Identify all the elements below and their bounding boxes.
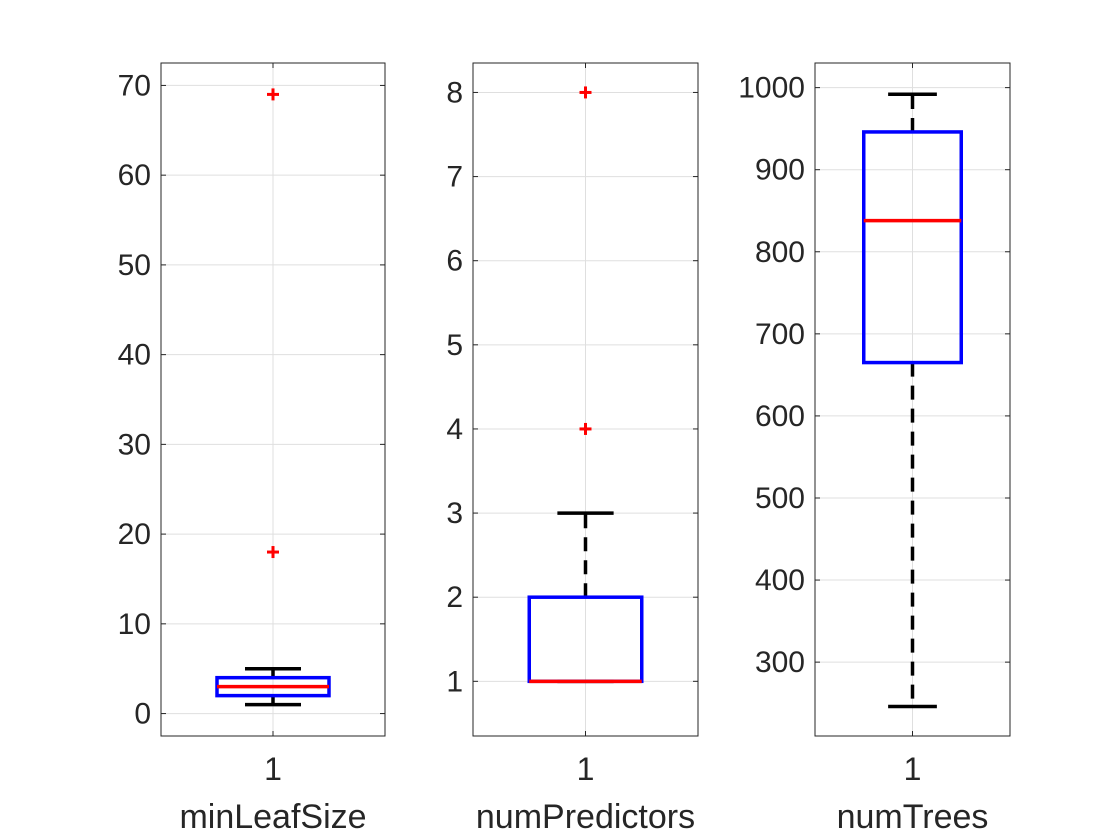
- numpredictors-outlier-1: [579, 86, 592, 99]
- numpredictors-ytick-label: 5: [446, 329, 463, 362]
- minleafsize-ytick-label: 60: [118, 159, 151, 192]
- numtrees-box: [862, 130, 963, 365]
- numpredictors-ytick-label: 6: [446, 245, 463, 278]
- numtrees-ytick-label: 900: [755, 154, 805, 187]
- numpredictors-ytick-label: 8: [446, 76, 463, 109]
- minleafsize-ytick-label: 40: [118, 339, 151, 372]
- numtrees-category-label: 1: [904, 751, 922, 787]
- minleafsize-category-label: 1: [264, 751, 282, 787]
- numpredictors-xlabel: numPredictors: [476, 798, 695, 836]
- minleafsize-ytick-label: 30: [118, 428, 151, 461]
- minleafsize-ytick-label: 20: [118, 518, 151, 551]
- numtrees-ytick-label: 300: [755, 646, 805, 679]
- numpredictors-outlier-0: [579, 422, 592, 435]
- numpredictors-ytick-label: 3: [446, 497, 463, 530]
- minleafsize-xlabel: minLeafSize: [179, 798, 366, 836]
- numpredictors-ytick-label: 7: [446, 161, 463, 194]
- numpredictors-axes: 1 2 3 4 5 6 7 8 1 numPredictors: [446, 62, 699, 836]
- minleafsize-outlier-1: [267, 88, 279, 101]
- minleafsize-ytick-label: 0: [134, 698, 151, 731]
- numpredictors-ytick-label: 2: [446, 581, 463, 614]
- numpredictors-category-label: 1: [577, 751, 595, 787]
- numpredictors-ytick-label: 4: [446, 413, 463, 446]
- numtrees-ytick-label: 1000: [738, 72, 805, 105]
- numtrees-ytick-label: 800: [755, 236, 805, 269]
- numtrees-axes: 300 400 500 600 700 800 900 1000 1 numTrees: [738, 62, 1011, 836]
- minleafsize-ytick-label: 50: [118, 249, 151, 282]
- minleafsize-ytick-label: 10: [118, 608, 151, 641]
- numtrees-ytick-label: 400: [755, 564, 805, 597]
- minleafsize-ytick-label: 70: [118, 69, 151, 102]
- minleafsize-axes: 0 10 20 30 40 50 60 70 1 minLeafSize: [118, 62, 386, 836]
- numtrees-ytick-label: 500: [755, 482, 805, 515]
- numpredictors-ytick-label: 1: [446, 665, 463, 698]
- numtrees-xlabel: numTrees: [837, 798, 989, 836]
- numtrees-ytick-label: 600: [755, 400, 805, 433]
- minleafsize-outlier-0: [267, 546, 279, 559]
- numtrees-ytick-label: 700: [755, 318, 805, 351]
